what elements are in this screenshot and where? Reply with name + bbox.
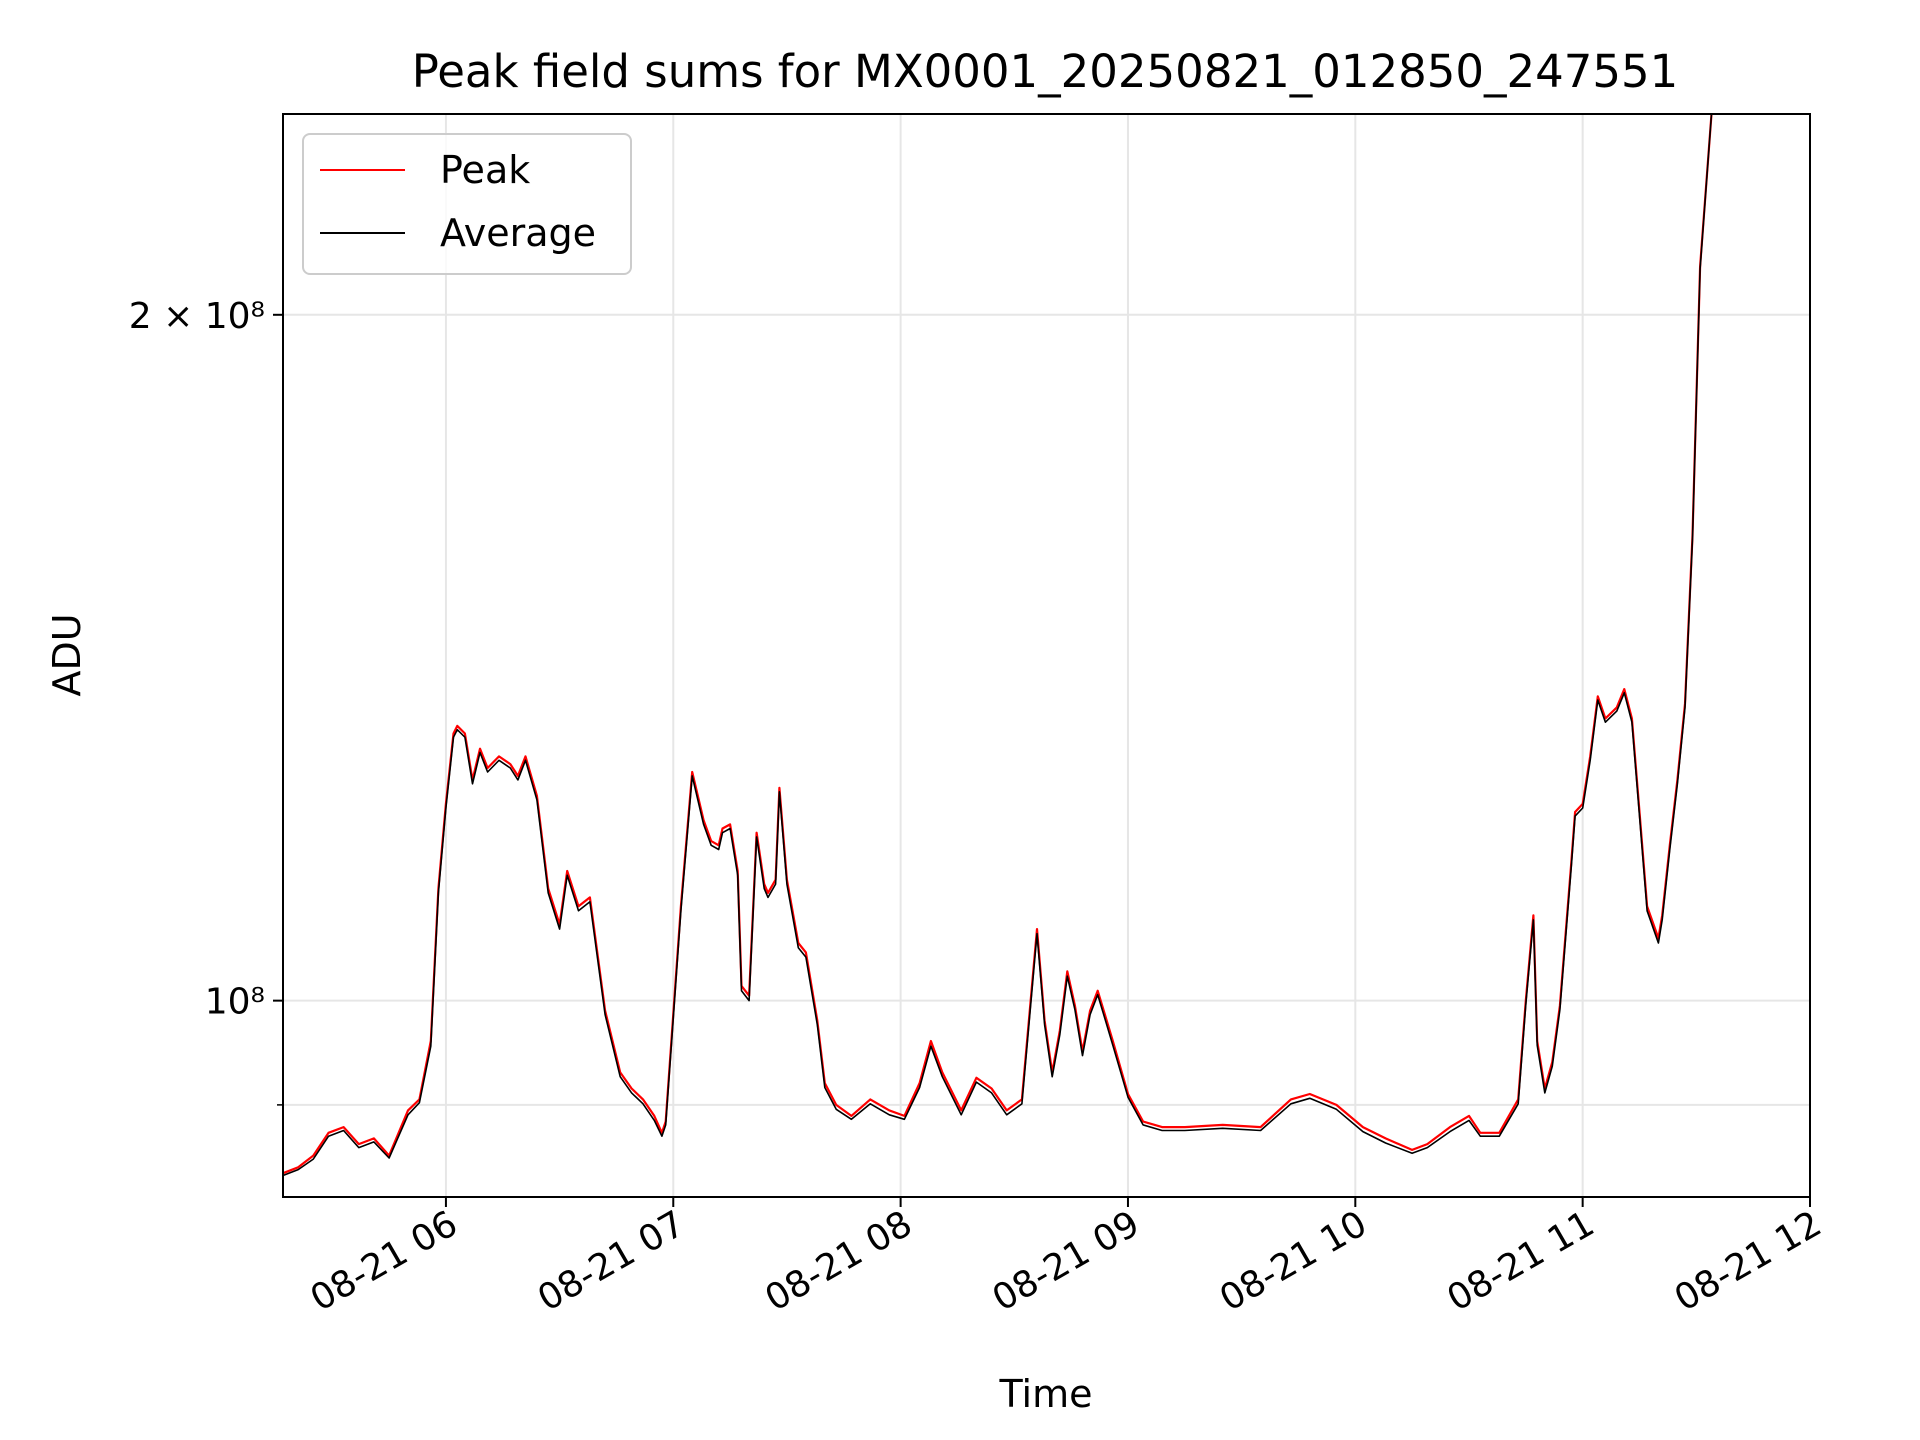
average-series-line [282, 113, 1713, 1177]
y-axis-ticks: 2 × 10⁸ 10⁸ [129, 296, 283, 1106]
grid-lines [283, 114, 1810, 1197]
legend-peak-label: Peak [440, 148, 530, 192]
legend: Peak Average [302, 133, 632, 275]
y-axis-label: ADU [45, 613, 89, 696]
legend-average-label: Average [440, 211, 596, 255]
chart-title: Peak field sums for MX0001_20250821_0128… [412, 45, 1679, 98]
peak-series-line [282, 113, 1713, 1175]
series-lines [282, 113, 1713, 1177]
x-axis-label: Time [999, 1372, 1093, 1416]
y-tick-label: 2 × 10⁸ [129, 296, 265, 337]
plot-frame [282, 113, 1811, 1198]
y-tick-label: 10⁸ [205, 982, 265, 1023]
